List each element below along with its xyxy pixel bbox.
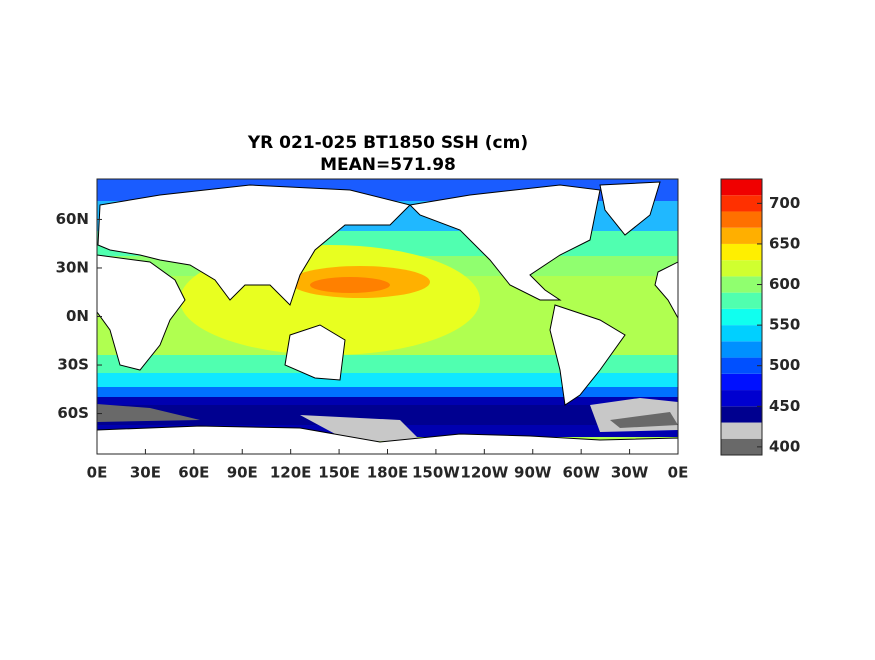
ice-shelf bbox=[610, 412, 678, 428]
ice-shelf bbox=[97, 404, 200, 422]
ocean-band bbox=[97, 373, 678, 387]
x-tick-label: 90E bbox=[227, 464, 258, 482]
x-tick-label: 0E bbox=[87, 464, 108, 482]
africa-west bbox=[654, 261, 678, 320]
colorbar-segment bbox=[721, 179, 762, 196]
x-tick-label: 0E bbox=[668, 464, 689, 482]
colorbar-segment bbox=[721, 438, 762, 455]
colorbar-tick-label: 700 bbox=[769, 194, 800, 212]
colorbar-tick-label: 550 bbox=[769, 316, 800, 334]
colorbar-segment bbox=[721, 227, 762, 244]
colorbar-frame bbox=[720, 178, 763, 456]
ocean-band bbox=[97, 405, 678, 425]
colorbar-segment bbox=[721, 276, 762, 293]
colorbar-segment bbox=[721, 243, 762, 261]
colorbar-segment bbox=[721, 195, 762, 212]
africa bbox=[97, 254, 186, 371]
ocean-hot bbox=[310, 277, 390, 293]
x-tick-label: 90W bbox=[514, 464, 552, 482]
colorbar-segment bbox=[721, 325, 762, 342]
chart-title: YR 021-025 BT1850 SSH (cm) bbox=[247, 133, 528, 153]
y-tick-label: 60N bbox=[56, 210, 89, 228]
north-america bbox=[408, 184, 601, 301]
colorbar-segment bbox=[721, 260, 762, 277]
colorbar-segment bbox=[721, 422, 762, 439]
y-tick-label: 60S bbox=[57, 404, 89, 422]
y-tick-label: 30S bbox=[57, 356, 89, 374]
colorbar-segment bbox=[721, 357, 762, 374]
colorbar-segment bbox=[721, 341, 762, 358]
x-tick-label: 60E bbox=[178, 464, 209, 482]
eurasia bbox=[97, 184, 411, 306]
chart-subtitle: MEAN=571.98 bbox=[320, 155, 456, 175]
colorbar-segment bbox=[721, 308, 762, 326]
x-tick-label: 150E bbox=[318, 464, 360, 482]
colorbar-segment bbox=[721, 390, 762, 407]
colorbar-segment bbox=[721, 406, 762, 423]
x-tick-label: 60W bbox=[562, 464, 600, 482]
x-tick-label: 180E bbox=[367, 464, 409, 482]
colorbar-tick-label: 450 bbox=[769, 397, 800, 415]
colorbar-tick-label: 650 bbox=[769, 234, 800, 252]
x-tick-label: 150W bbox=[412, 464, 460, 482]
antarctica bbox=[97, 425, 678, 454]
ocean-band bbox=[97, 355, 678, 373]
colorbar-tick-label: 600 bbox=[769, 275, 800, 293]
ice-shelf bbox=[300, 415, 420, 442]
x-tick-label: 30W bbox=[611, 464, 649, 482]
x-tick-label: 120E bbox=[270, 464, 312, 482]
colorbar-segment bbox=[721, 292, 762, 309]
y-tick-label: 0N bbox=[66, 307, 89, 325]
colorbar-segment bbox=[721, 373, 762, 391]
colorbar-segment bbox=[721, 211, 762, 228]
greenland bbox=[599, 181, 661, 236]
x-tick-label: 120W bbox=[460, 464, 508, 482]
y-tick-label: 30N bbox=[56, 258, 89, 276]
colorbar-tick-label: 400 bbox=[769, 437, 800, 455]
australia bbox=[284, 324, 346, 381]
ocean-band bbox=[97, 387, 678, 397]
x-tick-label: 30E bbox=[130, 464, 161, 482]
colorbar-tick-label: 500 bbox=[769, 356, 800, 374]
south-america bbox=[549, 304, 626, 406]
map-field bbox=[97, 179, 678, 454]
